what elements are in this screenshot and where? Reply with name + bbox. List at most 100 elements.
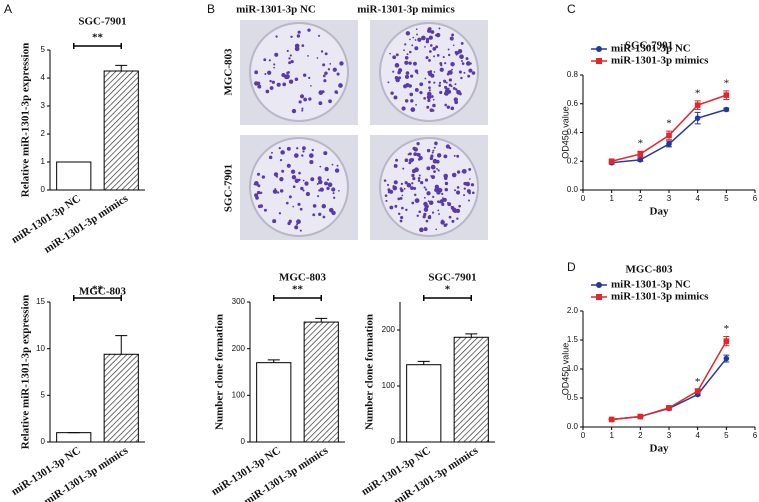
bar: [303, 321, 339, 443]
colony: [255, 196, 259, 200]
colony: [300, 186, 304, 191]
colony: [270, 151, 273, 154]
colony: [405, 71, 410, 75]
colony: [401, 206, 404, 210]
bar: [56, 432, 92, 443]
colony: [269, 86, 274, 90]
colony: [424, 178, 429, 182]
colony: [430, 154, 434, 158]
colony: [322, 74, 326, 78]
colony: [444, 187, 449, 192]
colony: [279, 177, 284, 182]
colony: [303, 73, 307, 77]
colony: [436, 167, 438, 170]
y-tick-label: 2.0: [567, 306, 579, 315]
x-tick-label: miR-1301-3p mimics: [242, 444, 331, 502]
legend-marker: [596, 58, 602, 64]
x-tick-label: 0: [581, 194, 586, 203]
colony: [301, 44, 305, 47]
colony: [327, 68, 331, 71]
colony: [437, 187, 443, 193]
colony: [427, 200, 430, 203]
colony: [400, 215, 404, 220]
colony: [294, 178, 300, 184]
colony: [443, 154, 448, 159]
y-tick-label: 3: [41, 101, 46, 110]
colony: [444, 62, 447, 65]
colony: [402, 167, 405, 170]
colony: [448, 215, 452, 219]
colony: [414, 87, 419, 92]
y-tick-label: 2: [41, 129, 46, 138]
colony: [470, 183, 475, 187]
colony: [412, 146, 416, 151]
x-tick-label: 1: [609, 431, 614, 440]
column-label: miR-1301-3p mimics: [357, 4, 455, 16]
colony: [397, 212, 401, 216]
colony: [274, 52, 279, 57]
colony: [445, 81, 448, 84]
colony: [389, 205, 394, 210]
colony: [413, 61, 417, 66]
y-tick-label: 10: [36, 344, 45, 353]
colony: [428, 89, 431, 92]
colony: [468, 191, 471, 195]
row-label: MGC-803: [223, 48, 235, 96]
colony: [389, 52, 391, 55]
colony: [253, 183, 256, 186]
colony: [399, 219, 403, 223]
colony: [445, 87, 449, 91]
colony: [281, 73, 286, 78]
colony: [294, 43, 300, 49]
colony: [291, 175, 297, 180]
colony: [387, 190, 391, 194]
colony: [323, 79, 327, 83]
colony: [333, 196, 336, 199]
colony: [324, 71, 328, 75]
colony: [431, 211, 435, 214]
colony: [437, 200, 440, 204]
colony: [318, 212, 322, 216]
marker: [666, 141, 672, 147]
colony: [322, 215, 326, 219]
colony: [458, 70, 462, 74]
y-axis-label: OD450 value: [560, 106, 570, 159]
colony: [319, 165, 322, 168]
colony: [319, 187, 324, 192]
colony-images: [240, 20, 488, 240]
colony: [286, 146, 291, 151]
significance-bracket: [73, 43, 122, 49]
colony: [403, 49, 405, 52]
colony: [441, 192, 444, 195]
colony: [428, 86, 431, 90]
colony: [408, 84, 412, 88]
chart-title: SGC-7901: [428, 272, 476, 284]
colony: [299, 207, 303, 211]
x-tick-label: 5: [724, 194, 729, 203]
colony: [387, 188, 391, 192]
colony: [296, 147, 299, 150]
colony: [393, 95, 398, 100]
legend-marker: [596, 282, 602, 288]
colony: [289, 54, 292, 57]
colony: [426, 105, 430, 109]
colony: [460, 76, 463, 80]
x-tick-label: miR-1301-3p mimics: [42, 444, 131, 502]
colony: [467, 199, 471, 202]
colony: [254, 181, 259, 186]
colony: [321, 203, 327, 209]
colony: [294, 225, 299, 230]
error-bar: [115, 64, 128, 71]
colony: [426, 166, 431, 171]
colony: [432, 98, 435, 101]
colony: [415, 28, 418, 30]
colony: [463, 71, 466, 74]
colony: [317, 195, 320, 198]
colony: [417, 158, 421, 161]
colony: [263, 208, 267, 212]
colony: [394, 76, 399, 80]
x-tick-label: 2: [638, 194, 643, 203]
colony: [456, 186, 460, 189]
colony: [394, 181, 397, 184]
colony: [298, 171, 301, 175]
